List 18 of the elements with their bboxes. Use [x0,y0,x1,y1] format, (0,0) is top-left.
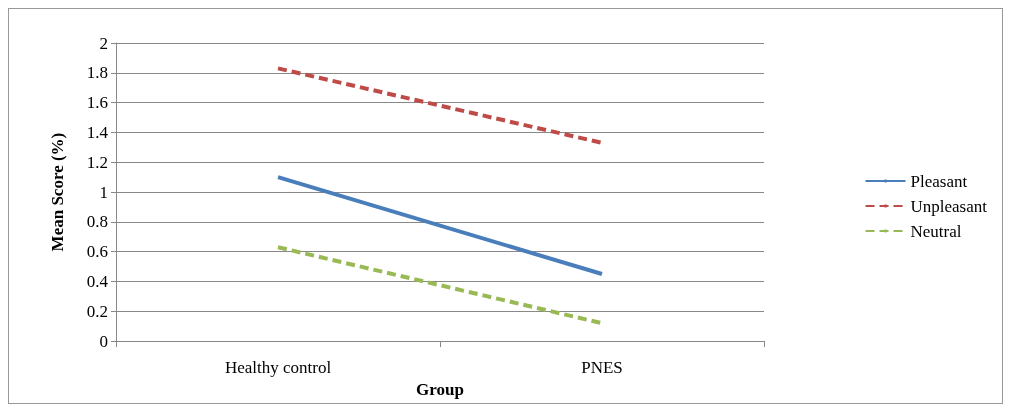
y-tick-label: 2 [99,33,108,53]
x-tick-label: PNES [581,358,623,378]
y-tick-label: 1.8 [86,63,108,83]
y-tick-label: 1 [99,182,108,202]
y-tick-label: 0.2 [86,301,108,321]
legend-label: Pleasant [910,171,968,191]
x-tick-label: Healthy control [224,358,332,378]
y-tick-label: 0.6 [86,242,108,262]
legend-label: Neutral [910,221,962,241]
y-tick-label: 0.4 [86,271,109,291]
y-tick-label: 1.4 [86,122,109,142]
x-axis-title: Group [416,380,464,399]
y-axis-title: Mean Score (%) [48,132,67,252]
y-tick-label: 1.6 [86,93,108,113]
y-tick-label: 0.8 [86,212,108,232]
y-tick-label: 0 [99,331,108,351]
y-tick-label: 1.2 [86,152,108,172]
legend-label: Unpleasant [910,196,988,216]
